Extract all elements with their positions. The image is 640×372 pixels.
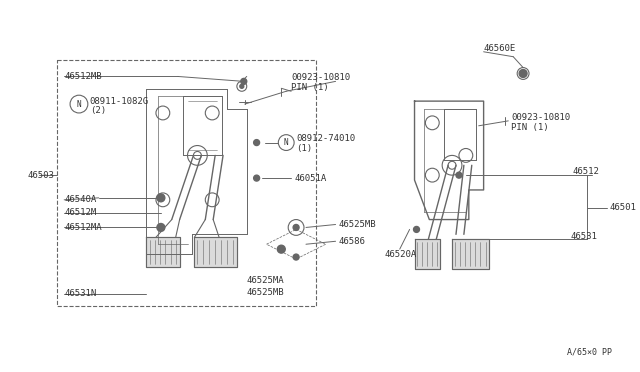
Circle shape <box>240 84 244 88</box>
Text: (2): (2) <box>90 106 106 115</box>
Text: 46525MB: 46525MB <box>247 288 284 297</box>
Text: 46531N: 46531N <box>64 289 97 298</box>
Circle shape <box>157 194 165 202</box>
Text: N: N <box>77 100 81 109</box>
Polygon shape <box>146 237 180 267</box>
Text: A/65×0 PP: A/65×0 PP <box>567 347 612 356</box>
Polygon shape <box>415 239 440 269</box>
Circle shape <box>253 175 260 181</box>
Text: N: N <box>284 138 289 147</box>
Bar <box>57 60 316 307</box>
Circle shape <box>413 227 419 232</box>
Text: 46051A: 46051A <box>294 174 326 183</box>
Text: PIN (1): PIN (1) <box>291 83 329 92</box>
Text: 46512MB: 46512MB <box>64 72 102 81</box>
Text: 46512M: 46512M <box>64 208 97 217</box>
Circle shape <box>293 224 299 230</box>
Circle shape <box>241 78 247 84</box>
Text: 46512MA: 46512MA <box>64 223 102 232</box>
Text: 00923-10810: 00923-10810 <box>511 113 570 122</box>
Text: 46501: 46501 <box>610 203 637 212</box>
Text: (1): (1) <box>296 144 312 153</box>
Text: PIN (1): PIN (1) <box>511 123 549 132</box>
Circle shape <box>277 245 285 253</box>
Text: 46503: 46503 <box>28 171 54 180</box>
Circle shape <box>157 224 165 231</box>
Text: 46586: 46586 <box>339 237 365 246</box>
Circle shape <box>293 254 299 260</box>
Text: 46525MB: 46525MB <box>339 220 376 229</box>
Text: 00923-10810: 00923-10810 <box>291 73 350 82</box>
Text: 46520A: 46520A <box>385 250 417 259</box>
Circle shape <box>519 70 527 77</box>
Polygon shape <box>195 237 237 267</box>
Text: 46525MA: 46525MA <box>247 276 284 285</box>
Text: 08911-1082G: 08911-1082G <box>90 97 149 106</box>
Text: 46512: 46512 <box>572 167 599 176</box>
Text: 46560E: 46560E <box>484 44 516 53</box>
Text: 46540A: 46540A <box>64 195 97 204</box>
Text: 08912-74010: 08912-74010 <box>296 134 355 143</box>
Polygon shape <box>452 239 488 269</box>
Circle shape <box>456 172 462 178</box>
Text: 46531: 46531 <box>570 232 597 241</box>
Circle shape <box>253 140 260 145</box>
